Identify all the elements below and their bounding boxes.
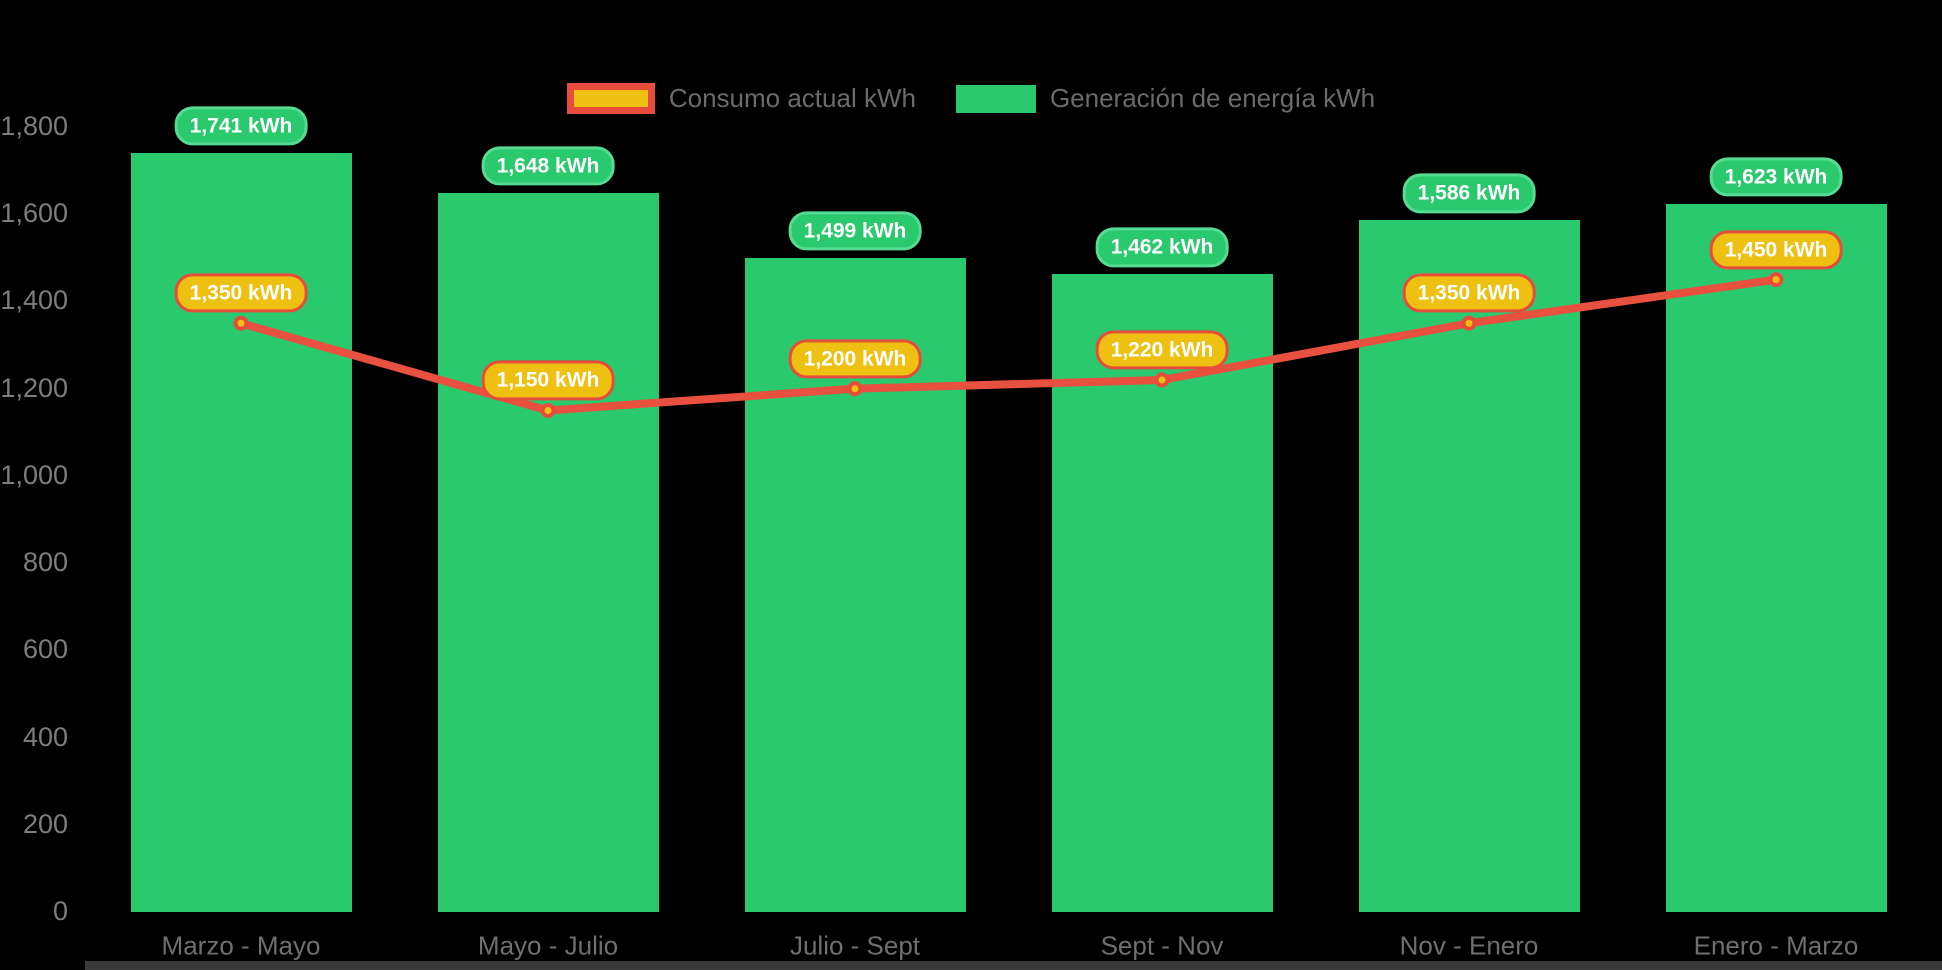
generacion-value-label: 1,741 kWh: [174, 106, 308, 146]
generacion-value-label: 1,623 kWh: [1709, 157, 1843, 197]
x-axis-category-label: Enero - Marzo: [1693, 930, 1859, 961]
y-axis-tick-label: 1,400: [0, 285, 68, 316]
x-axis-category-label: Marzo - Mayo: [161, 930, 321, 961]
generacion-bar[interactable]: [437, 193, 659, 912]
generacion-value-label: 1,586 kWh: [1402, 173, 1536, 213]
generacion-swatch-icon: [955, 84, 1036, 113]
y-axis-tick-label: 400: [22, 721, 68, 752]
generacion-bar[interactable]: [130, 152, 352, 912]
y-axis-tick-label: 0: [52, 895, 68, 926]
legend-label-consumo: Consumo actual kWh: [668, 83, 916, 113]
legend-entry-generacion[interactable]: Generación de energía kWh: [955, 83, 1376, 114]
y-axis-tick-label: 1,000: [0, 459, 68, 490]
bottom-scrollbar-strip: [85, 961, 1942, 970]
y-axis-tick-label: 1,600: [0, 198, 68, 229]
y-axis-tick-label: 600: [22, 634, 68, 665]
legend-label-generacion: Generación de energía kWh: [1049, 83, 1376, 113]
consumo-value-label: 1,350 kWh: [174, 273, 308, 313]
consumo-value-label: 1,150 kWh: [481, 360, 615, 401]
consumo-value-label: 1,200 kWh: [788, 339, 922, 379]
x-axis-category-label: Mayo - Julio: [477, 930, 619, 961]
y-axis-tick-label: 1,800: [0, 110, 68, 141]
generacion-bar[interactable]: [1358, 220, 1580, 912]
consumo-value-label: 1,220 kWh: [1095, 330, 1229, 370]
chart-legend: Consumo actual kWh Generación de energía…: [0, 83, 1942, 114]
y-axis-tick-label: 1,200: [0, 372, 68, 403]
generacion-value-label: 1,648 kWh: [481, 146, 615, 186]
generacion-bar[interactable]: [1665, 204, 1887, 912]
legend-entry-consumo[interactable]: Consumo actual kWh: [566, 83, 916, 114]
consumo-value-label: 1,450 kWh: [1709, 230, 1843, 270]
x-axis-category-label: Nov - Enero: [1399, 930, 1539, 961]
generacion-bar[interactable]: [1051, 274, 1273, 912]
consumo-swatch-icon: [566, 83, 655, 114]
x-axis-category-label: Julio - Sept: [789, 930, 921, 961]
generacion-value-label: 1,499 kWh: [788, 211, 922, 251]
y-axis-tick-label: 800: [22, 546, 68, 577]
y-axis-tick-label: 200: [22, 808, 68, 839]
consumo-value-label: 1,350 kWh: [1402, 273, 1536, 313]
x-axis-category-label: Sept - Nov: [1100, 930, 1224, 961]
generacion-value-label: 1,462 kWh: [1095, 227, 1229, 267]
